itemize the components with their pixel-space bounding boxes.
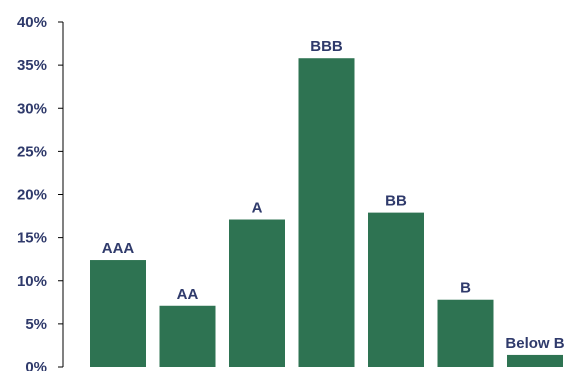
- bar-b: [437, 299, 494, 367]
- bars: [90, 58, 563, 367]
- y-tick-label: 15%: [17, 230, 47, 247]
- y-tick-label: 25%: [17, 143, 47, 160]
- bar-a: [229, 219, 285, 367]
- y-tick-label: 0%: [25, 359, 47, 371]
- bar-bb: [368, 212, 424, 367]
- bar-bbb: [298, 58, 355, 367]
- bar-label-aaa: AAA: [102, 240, 135, 257]
- y-tick-label: 5%: [25, 316, 47, 333]
- y-axis-ticks: 0% 5% 10% 15% 20% 25% 30% 35% 40%: [17, 14, 63, 371]
- y-tick-label: 35%: [17, 57, 47, 74]
- bar-aa: [159, 305, 216, 367]
- bar-label-a: A: [252, 200, 263, 217]
- y-tick-label: 20%: [17, 187, 47, 204]
- y-tick-label: 40%: [17, 14, 47, 31]
- bar-label-aa: AA: [177, 286, 199, 303]
- bar-label-b: B: [460, 280, 471, 297]
- bar-label-bbb: BBB: [310, 38, 343, 55]
- bar-below-b: [507, 354, 563, 367]
- bar-label-bb: BB: [385, 193, 407, 210]
- bar-label-below-b: Below B: [505, 335, 564, 352]
- y-tick-label: 30%: [17, 100, 47, 117]
- bar-aaa: [90, 260, 146, 367]
- y-tick-label: 10%: [17, 273, 47, 290]
